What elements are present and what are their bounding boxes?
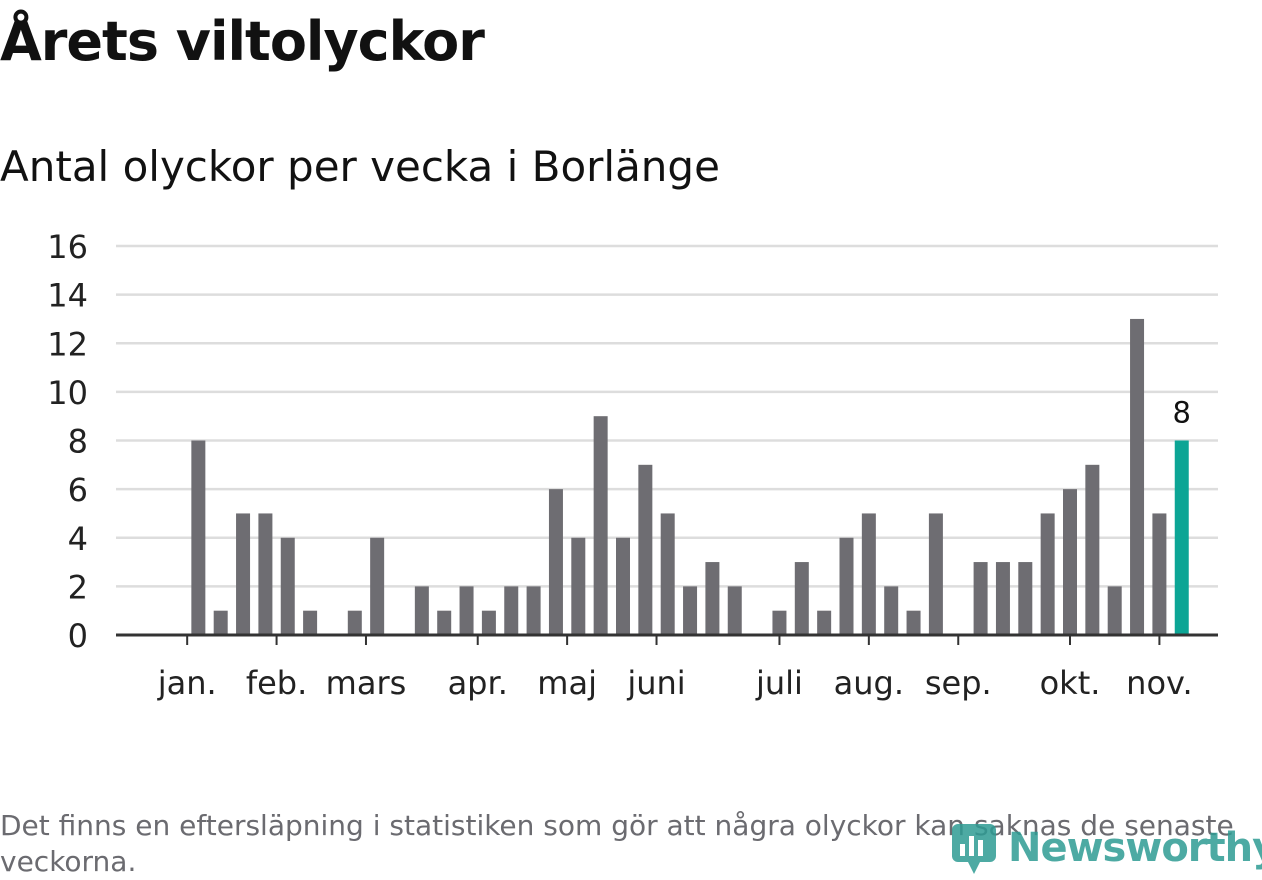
bar (370, 537, 385, 635)
bar (414, 586, 429, 635)
x-tick-label: feb. (246, 664, 307, 702)
bar (1174, 440, 1189, 635)
bar-chart: 0 2 4 6 8 10 12 14 16 jan. feb. mars apr. maj juni jul… (47, 228, 1218, 702)
bar (191, 440, 206, 635)
bar (571, 537, 586, 635)
bar (437, 610, 452, 635)
bar (1063, 489, 1077, 635)
bar (504, 586, 519, 635)
y-tick-label: 8 (68, 423, 88, 461)
y-tick-label: 4 (68, 520, 88, 558)
bar (526, 586, 541, 635)
footnote: Det finns en eftersläpning i statistiken… (0, 809, 1234, 878)
bar (481, 610, 496, 635)
bar (906, 610, 921, 635)
x-tick-label: mars (326, 664, 407, 702)
bar (616, 537, 630, 635)
bar (347, 610, 362, 635)
bar (995, 562, 1010, 635)
x-tick-label: sep. (925, 664, 992, 702)
y-tick-label: 2 (68, 568, 88, 606)
data-label-background (1167, 394, 1196, 431)
bar (839, 537, 854, 635)
bar (303, 610, 318, 635)
newsworthy-logo: Newsworthy (950, 818, 1262, 878)
bar (1018, 562, 1033, 635)
bar (1130, 318, 1145, 635)
bar (884, 586, 899, 635)
newsworthy-logo-text: Newsworthy (1008, 825, 1262, 871)
bar (280, 537, 295, 635)
bar (1040, 513, 1055, 635)
y-tick-label: 6 (68, 471, 88, 509)
bar (817, 610, 832, 635)
y-tick-label: 10 (47, 374, 88, 412)
bar (258, 513, 273, 635)
gridlines (116, 244, 1218, 588)
x-tick-label: okt. (1040, 664, 1101, 702)
bar (705, 562, 720, 635)
chart-title: Årets viltolyckor (0, 10, 485, 73)
bar (861, 513, 876, 635)
x-tick-label: nov. (1126, 664, 1192, 702)
x-tick-label: juni (626, 664, 685, 702)
bar (772, 610, 787, 635)
chart-subtitle: Antal olyckor per vecka i Borlänge (0, 142, 720, 191)
y-tick-label: 12 (47, 325, 88, 363)
x-tick-label: maj (537, 664, 597, 702)
bar (1107, 586, 1122, 635)
bar (727, 586, 742, 635)
bars (191, 318, 1189, 635)
bar (1152, 513, 1167, 635)
bar (928, 513, 943, 635)
x-tick-label: aug. (834, 664, 904, 702)
bar (660, 513, 675, 635)
highlight-data-label: 8 (1173, 396, 1191, 430)
x-tick-label: apr. (448, 664, 508, 702)
y-tick-label: 16 (47, 228, 88, 266)
y-axis-labels: 0 2 4 6 8 10 12 14 16 (47, 228, 88, 655)
y-tick-label: 14 (47, 277, 88, 315)
bar (593, 416, 608, 635)
bar (236, 513, 251, 635)
bar (683, 586, 698, 635)
x-tick-label: jan. (157, 664, 217, 702)
x-axis: jan. feb. mars apr. maj juni juli aug. sep. okt. n… (116, 633, 1218, 702)
bar (1085, 464, 1100, 635)
bar (794, 562, 809, 635)
bar (459, 586, 474, 635)
x-tick-label: juli (755, 664, 803, 702)
y-tick-label: 0 (68, 617, 88, 655)
bar (973, 562, 988, 635)
bar (638, 464, 653, 635)
bar (548, 489, 563, 635)
newsworthy-logo-icon (952, 824, 996, 874)
bar (213, 610, 228, 635)
data-labels: 8 (1167, 394, 1196, 431)
